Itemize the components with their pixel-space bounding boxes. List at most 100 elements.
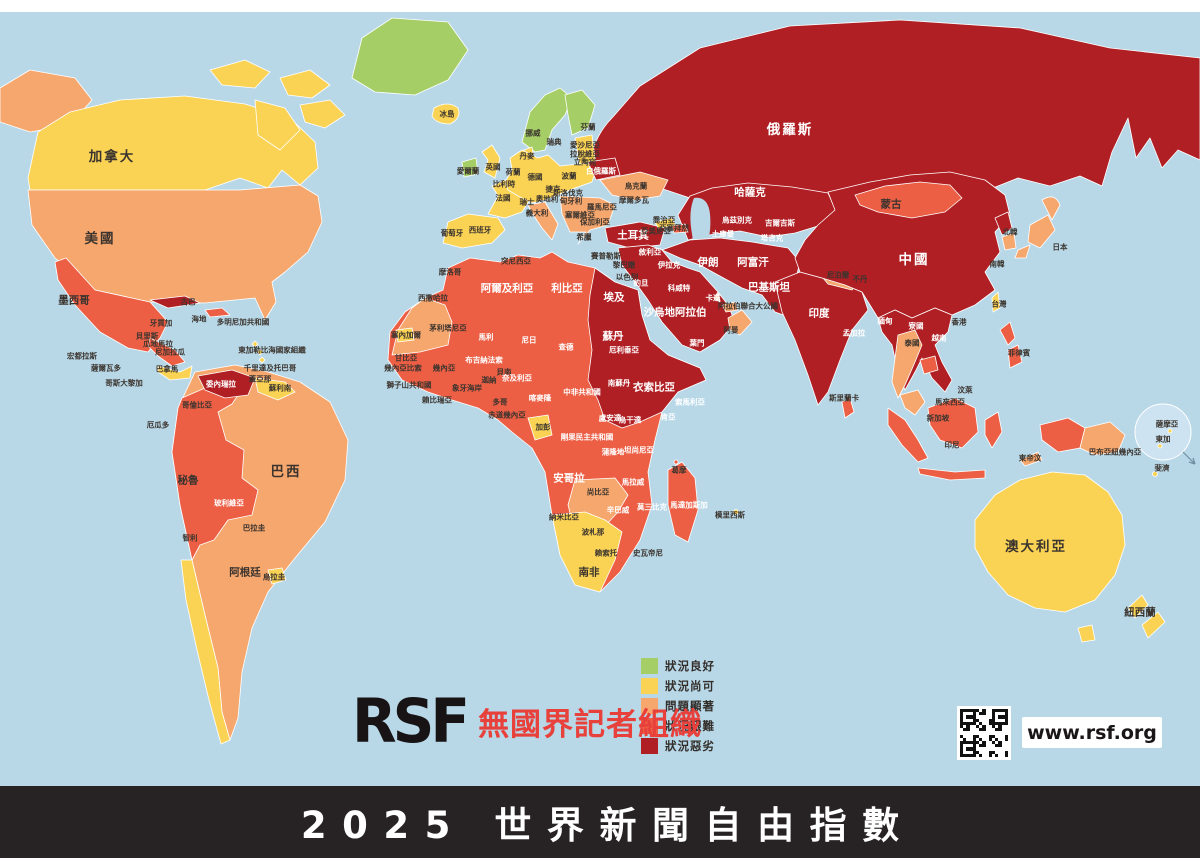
qr-cell [966, 753, 970, 757]
region-timor [1019, 451, 1043, 467]
legend-swatch-good [641, 657, 658, 674]
region-balkans [559, 195, 616, 245]
qr-cell [960, 709, 964, 713]
qr-cell [1004, 750, 1008, 754]
region-fiji [1152, 471, 1158, 477]
qr-cell [972, 712, 976, 716]
qr-cell [972, 728, 976, 732]
qr-cell [969, 747, 973, 751]
website-pill: www.rsf.org [1022, 717, 1162, 748]
region-west-papua [1039, 417, 1086, 453]
qr-cell [969, 715, 973, 719]
region-oecs-islands [251, 340, 266, 364]
qr-cell [969, 712, 973, 716]
qr-cell [1001, 709, 1005, 713]
qr-code-pattern [960, 709, 1008, 757]
qr-cell [1004, 734, 1008, 738]
legend-label-good: 狀況良好 [665, 658, 715, 673]
qr-cell [976, 715, 980, 719]
qr-cell [998, 725, 1002, 729]
qr-cell [966, 718, 970, 722]
qr-cell [995, 718, 999, 722]
qr-cell [995, 750, 999, 754]
qr-cell [969, 709, 973, 713]
qr-cell [969, 728, 973, 732]
legend-swatch-difficult [641, 717, 658, 734]
qr-cell [972, 709, 976, 713]
qr-cell [966, 747, 970, 751]
qr-cell [963, 731, 967, 735]
region-iceland [431, 103, 460, 125]
region-turkey [604, 221, 666, 249]
legend: 狀況良好 狀況尚可 問題顯著 狀況艱難 狀況惡劣 [641, 657, 715, 757]
qr-cell [988, 741, 992, 745]
region-africa-northeast [587, 267, 707, 429]
legend-label-satisfactory: 狀況尚可 [665, 678, 715, 693]
qr-cell [998, 709, 1002, 713]
qr-cell [982, 718, 986, 722]
qr-cell [979, 721, 983, 725]
qr-cell [988, 715, 992, 719]
region-central-america [147, 337, 186, 367]
qr-cell [1001, 753, 1005, 757]
region-samoa [1167, 428, 1173, 434]
legend-label-difficult: 狀況艱難 [665, 718, 715, 733]
qr-cell [982, 744, 986, 748]
pacific-inset-circle [1134, 403, 1192, 461]
qr-cell [963, 747, 967, 751]
qr-cell [992, 715, 996, 719]
region-australia [974, 471, 1126, 613]
qr-cell [963, 734, 967, 738]
qr-cell [995, 725, 999, 729]
qr-cell [960, 741, 964, 745]
qr-cell [979, 737, 983, 741]
qr-cell [1004, 715, 1008, 719]
qr-cell [982, 747, 986, 751]
region-canada-arctic-1 [209, 59, 271, 89]
qr-cell [988, 731, 992, 735]
region-philippines-luzon [999, 321, 1016, 346]
qr-cell [998, 753, 1002, 757]
region-mauritius [733, 509, 739, 515]
region-png [1079, 421, 1126, 456]
qr-cell [995, 731, 999, 735]
qr-cell [1004, 737, 1008, 741]
region-cambodia [919, 355, 939, 375]
qr-cell [972, 725, 976, 729]
qr-cell [988, 712, 992, 716]
qr-cell [992, 712, 996, 716]
qr-cell [963, 741, 967, 745]
qr-cell [976, 725, 980, 729]
qr-cell [976, 731, 980, 735]
legend-row-very-serious: 狀況惡劣 [641, 737, 715, 754]
qr-cell [982, 721, 986, 725]
qr-cell [998, 744, 1002, 748]
region-uk [481, 144, 501, 179]
qr-code [957, 706, 1011, 760]
region-azerbaijan [671, 223, 689, 234]
qr-cell [976, 734, 980, 738]
qr-cell [963, 725, 967, 729]
qr-cell [1004, 747, 1008, 751]
qr-cell [966, 734, 970, 738]
qr-cell [979, 734, 983, 738]
legend-swatch-satisfactory [641, 677, 658, 694]
region-southern-africa [551, 511, 623, 593]
qr-cell [976, 744, 980, 748]
region-malaysia [899, 389, 926, 416]
qr-cell [982, 712, 986, 716]
qr-cell [992, 744, 996, 748]
qr-cell [966, 750, 970, 754]
qr-cell [1001, 731, 1005, 735]
qr-cell [992, 725, 996, 729]
region-uae [721, 301, 739, 313]
qr-cell [966, 721, 970, 725]
region-nz-south [1141, 611, 1166, 639]
qr-cell [979, 747, 983, 751]
rsf-branding: RSF 無國界記者組織 [352, 691, 702, 752]
qr-cell [972, 750, 976, 754]
inset-arrow [1182, 451, 1196, 465]
qr-cell [960, 750, 964, 754]
qr-cell [960, 725, 964, 729]
region-north-korea [994, 211, 1013, 236]
